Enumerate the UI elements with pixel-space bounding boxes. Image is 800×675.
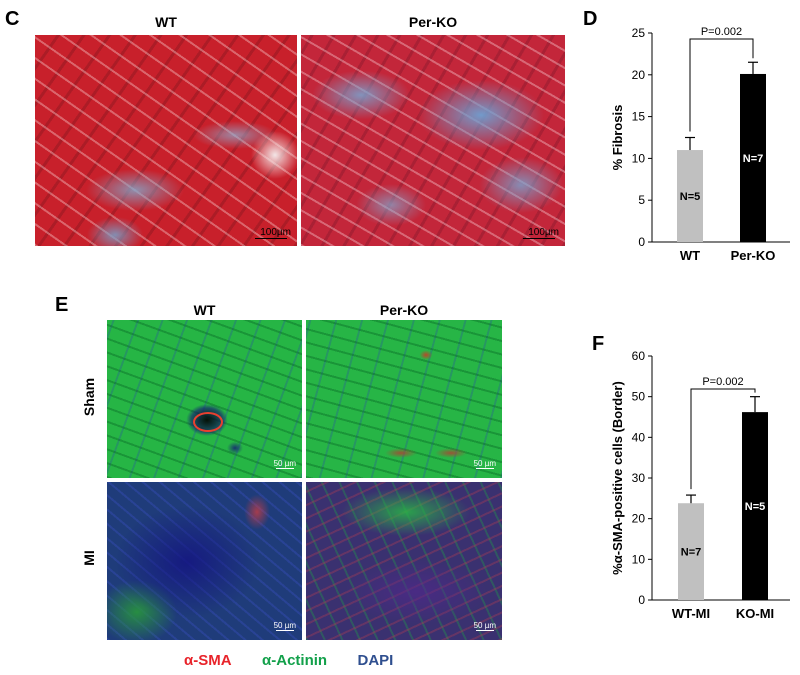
scale-bar-e-wt-sham: [276, 468, 294, 469]
chart-asma: %α-SMA-positive cells (Border) 0 10 20 30 40 5…: [610, 349, 790, 621]
bar-label: N=7: [743, 153, 764, 165]
p-value-annotation: P=0.002: [701, 26, 742, 38]
x-tick-label: KO-MI: [736, 606, 774, 621]
x-tick-label: WT-MI: [672, 606, 710, 621]
if-image-perko-mi: 50 µm: [306, 482, 502, 640]
y-tick-label: 30: [632, 471, 646, 485]
if-image-wt-mi: 50 µm: [107, 482, 302, 640]
scale-bar-e-perko-sham: [476, 468, 494, 469]
scale-bar-c-wt: [255, 238, 287, 239]
panel-c-label: C: [5, 8, 20, 30]
y-tick-label: 50: [632, 390, 646, 404]
row-label-mi: MI: [81, 550, 97, 566]
scale-label-e-wt-mi: 50 µm: [273, 621, 296, 630]
panel-c-title-perko: Per-KO: [408, 14, 458, 30]
y-tick-label: 20: [632, 68, 646, 82]
scale-bar-e-wt-mi: [276, 630, 294, 631]
y-axis-label: %α-SMA-positive cells (Border): [610, 381, 625, 575]
y-tick-label: 0: [638, 235, 645, 249]
y-tick-label: 10: [632, 151, 646, 165]
y-tick-label: 10: [632, 552, 646, 566]
legend-asma: α-SMA: [184, 652, 232, 669]
y-tick-label: 20: [632, 512, 646, 526]
p-value-annotation: P=0.002: [702, 376, 743, 388]
legend-actinin: α-Actinin: [262, 652, 328, 669]
bar-label: N=5: [680, 191, 701, 203]
scale-label-e-perko-sham: 50 µm: [473, 459, 496, 468]
y-axis-label: % Fibrosis: [610, 105, 625, 171]
panel-d-label: D: [583, 8, 598, 30]
bar: [677, 150, 703, 242]
bar-label: N=5: [745, 501, 766, 513]
panel-c-title-wt: WT: [155, 14, 177, 30]
row-label-sham: Sham: [81, 377, 97, 417]
panel-e-title-perko: Per-KO: [379, 302, 429, 318]
bar: [742, 412, 768, 600]
panel-f-label: F: [592, 333, 605, 355]
y-tick-label: 25: [632, 26, 646, 40]
panel-e-title-wt: WT: [193, 302, 216, 318]
significance-bracket: [689, 38, 754, 132]
y-tick-label: 40: [632, 430, 646, 444]
x-tick-label: Per-KO: [731, 248, 776, 263]
stain-legend: α-SMA α-Actinin DAPI: [184, 652, 419, 670]
y-tick-label: 15: [632, 110, 646, 124]
scale-label-e-perko-mi: 50 µm: [473, 621, 496, 630]
scale-label-c-wt: 100µm: [260, 227, 291, 238]
y-tick-label: 60: [632, 349, 646, 363]
vessel-wt-sham: [193, 412, 223, 432]
y-tick-label: 0: [638, 593, 645, 607]
scale-label-e-wt-sham: 50 µm: [273, 459, 296, 468]
bar-label: N=7: [681, 547, 702, 559]
scale-label-c-perko: 100µm: [528, 227, 559, 238]
chart-fibrosis: % Fibrosis 0 5 10 15 20 25 N=5 WT N=7 Per-KO P=0.00…: [610, 26, 790, 263]
y-tick-label: 5: [638, 193, 645, 207]
if-image-wt-sham: 50 µm: [107, 320, 302, 478]
if-image-perko-sham: 50 µm: [306, 320, 502, 478]
scale-bar-c-perko: [523, 238, 555, 239]
scale-bar-e-perko-mi: [476, 630, 494, 631]
trichrome-image-perko: 100µm: [301, 35, 565, 246]
bar: [740, 73, 766, 242]
panel-e-label: E: [55, 294, 69, 316]
significance-bracket: [690, 388, 756, 490]
trichrome-image-wt: 100µm: [35, 35, 297, 246]
x-tick-label: WT: [680, 248, 700, 263]
legend-dapi: DAPI: [357, 652, 394, 669]
bar: [678, 503, 704, 600]
